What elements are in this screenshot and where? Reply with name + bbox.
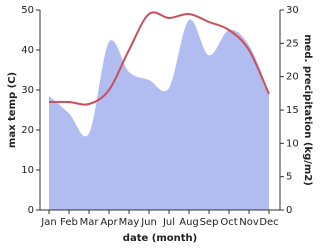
y2-tick-label: 10 <box>286 138 299 149</box>
y2-tick-label: 30 <box>286 5 299 16</box>
x-tick-label: Oct <box>220 217 237 228</box>
x-tick-label: Jul <box>162 217 175 228</box>
x-tick-label: Dec <box>259 217 278 228</box>
y2-tick-label: 20 <box>286 72 299 83</box>
x-tick-label: Mar <box>80 217 100 228</box>
y2-tick-label: 5 <box>286 172 292 183</box>
x-tick-label: Aug <box>179 217 199 228</box>
x-axis-title: date (month) <box>123 233 197 244</box>
y-tick-label: 40 <box>21 45 34 56</box>
x-tick-label: May <box>119 217 140 228</box>
y-tick-label: 20 <box>21 125 34 136</box>
y2-tick-label: 15 <box>286 105 299 116</box>
x-tick-label: Jan <box>40 217 56 228</box>
y-tick-label: 30 <box>21 85 34 96</box>
y2-axis-title: med. precipitation (kg/m2) <box>302 34 313 186</box>
y-axis-title: max temp (C) <box>7 72 18 148</box>
x-tick-label: Jun <box>140 217 157 228</box>
y-tick-label: 0 <box>28 205 34 216</box>
page: {"chart_data": { "type": "line", "x_labe… <box>7 5 313 244</box>
y2-tick-label: 0 <box>286 205 292 216</box>
chart: date (month) max temp (C) med. precipita… <box>7 5 313 244</box>
y-tick-label: 50 <box>21 5 34 16</box>
x-tick-label: Feb <box>60 217 78 228</box>
x-tick-label: Nov <box>239 217 259 228</box>
y-tick-label: 10 <box>21 165 34 176</box>
x-tick-label: Sep <box>200 217 219 228</box>
x-tick-label: Apr <box>100 217 118 228</box>
y2-tick-label: 25 <box>286 38 299 49</box>
temperature-line <box>48 11 270 106</box>
precipitation-area <box>49 19 269 210</box>
